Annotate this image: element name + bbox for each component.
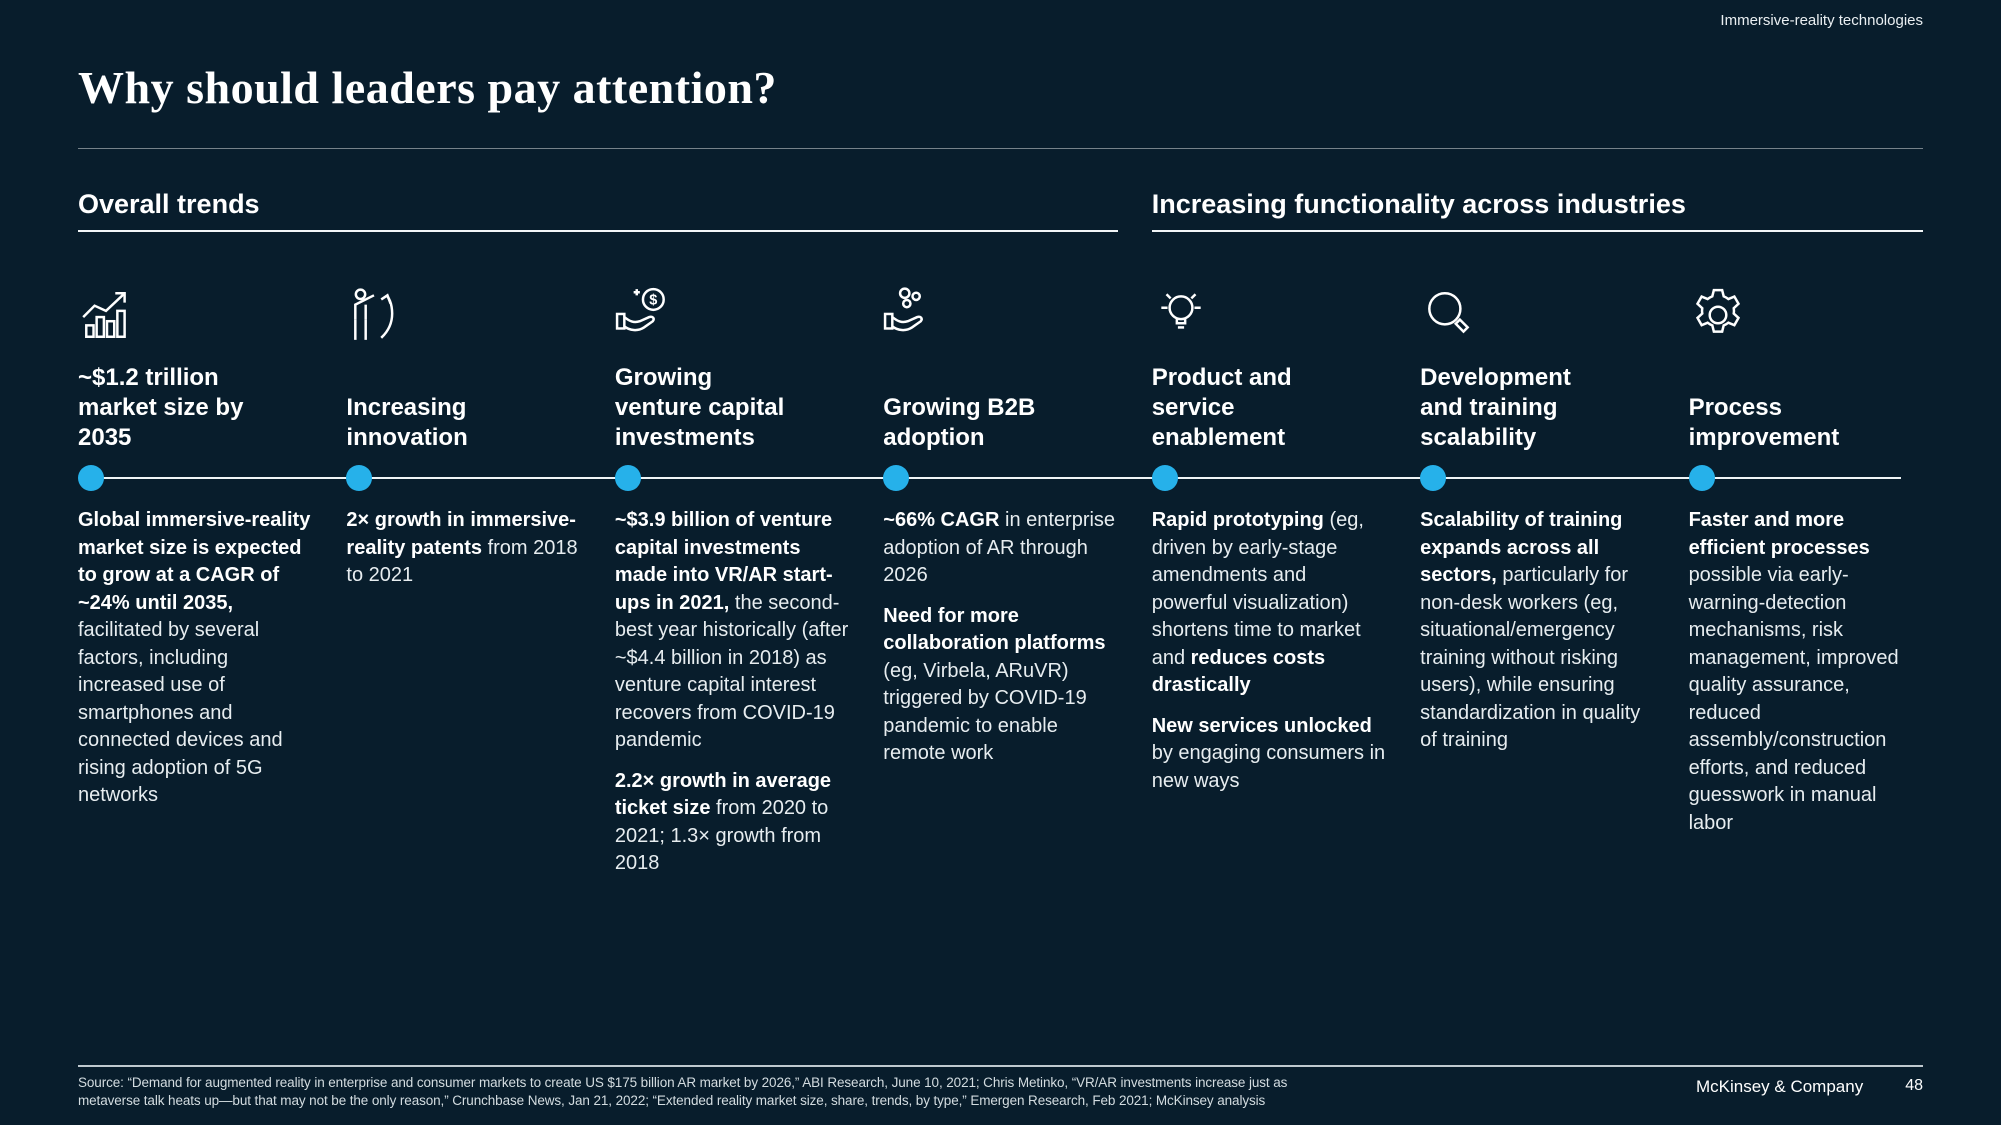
timeline-dot xyxy=(78,465,104,491)
timeline-segment xyxy=(883,465,1153,491)
column-paragraph: New services unlocked by engaging consum… xyxy=(1151,714,1386,792)
brand-wordmark: McKinsey & Company xyxy=(1695,1077,1864,1096)
footer: Source: “Demand for augmented reality in… xyxy=(78,1065,1923,1109)
magnifier-icon xyxy=(1420,286,1654,346)
timeline-segment xyxy=(1151,465,1421,491)
hand-bubbles-icon xyxy=(883,286,1117,346)
source-line: Source: “Demand for augmented reality in… xyxy=(78,1075,1288,1090)
title-divider xyxy=(78,148,1923,149)
column-heading: Product and service enablement xyxy=(1151,364,1292,451)
section-headers: Overall trends Increasing functionality … xyxy=(78,189,1923,232)
column-body: ~$3.9 billion of venture capital investm… xyxy=(615,507,849,878)
column-paragraph: 2× growth in immersive-reality patents f… xyxy=(346,509,578,586)
column-heading: Growing venture capital investments xyxy=(614,364,785,451)
column-paragraph: Scalability of training expands across a… xyxy=(1420,509,1641,751)
timeline-dot xyxy=(614,465,641,491)
column-heading: ~$1.2 trillion market size by 2035 xyxy=(78,364,244,451)
timeline-dot xyxy=(883,465,910,491)
timeline-dot xyxy=(1420,465,1447,491)
column-body: Faster and more efficient processes poss… xyxy=(1689,507,1923,837)
timeline-segment xyxy=(346,465,616,491)
column-b2b-adoption: Growing B2B adoption ~66% CAGR in enterp… xyxy=(883,232,1153,891)
page-number: 48 xyxy=(1905,1077,1923,1094)
column-paragraph: 2.2× growth in average ticket size from … xyxy=(614,769,832,875)
column-heading: Development and training scalability xyxy=(1420,364,1571,451)
column-paragraph: Global immersive-reality market size is … xyxy=(78,509,311,806)
section-functionality: Increasing functionality across industri… xyxy=(1151,189,1923,232)
source-note: Source: “Demand for augmented reality in… xyxy=(78,1074,1287,1109)
column-market-size: ~$1.2 trillion market size by 2035 Globa… xyxy=(78,232,347,891)
column-paragraph: ~66% CAGR in enterprise adoption of AR t… xyxy=(883,509,1116,586)
timeline-segment xyxy=(1420,465,1690,491)
column-body: Global immersive-reality market size is … xyxy=(78,507,312,810)
svg-text:$: $ xyxy=(649,293,657,309)
person-growth-arrow-icon xyxy=(346,286,580,346)
footer-divider xyxy=(78,1065,1923,1067)
column-body: Scalability of training expands across a… xyxy=(1420,507,1654,755)
trend-columns: ~$1.2 trillion market size by 2035 Globa… xyxy=(78,232,1923,891)
column-heading: Growing B2B adoption xyxy=(883,394,1036,451)
column-venture-capital: $ Growing venture capital investments ~$… xyxy=(614,232,884,891)
slide: Immersive-reality technologies Why shoul… xyxy=(78,12,1923,891)
hand-coin-icon: $ xyxy=(615,286,849,346)
timeline-segment xyxy=(78,465,347,491)
column-product-service: Product and service enablement Rapid pro… xyxy=(1151,232,1421,891)
column-body: ~66% CAGR in enterprise adoption of AR t… xyxy=(883,507,1117,768)
timeline-dot xyxy=(346,465,373,491)
growth-chart-icon xyxy=(78,286,312,346)
source-line: metaverse talk heats up—but that may not… xyxy=(78,1092,1266,1108)
corner-label: Immersive-reality technologies xyxy=(1720,12,1923,29)
column-training-scalability: Development and training scalability Sca… xyxy=(1420,232,1690,891)
timeline-segment xyxy=(614,465,884,491)
column-heading: Process improvement xyxy=(1688,394,1840,451)
column-paragraph: Faster and more efficient processes poss… xyxy=(1688,509,1899,834)
column-paragraph: Need for more collaboration platforms (e… xyxy=(883,604,1106,765)
column-body: Rapid prototyping (eg, driven by early-s… xyxy=(1152,507,1386,795)
page-title: Why should leaders pay attention? xyxy=(78,62,777,113)
column-innovation: Increasing innovation 2× growth in immer… xyxy=(346,232,616,891)
column-body: 2× growth in immersive-reality patents f… xyxy=(346,507,580,590)
section-overall-trends: Overall trends xyxy=(78,189,1118,232)
timeline-dot xyxy=(1688,465,1715,491)
timeline-dot xyxy=(1151,465,1178,491)
column-paragraph: Rapid prototyping (eg, driven by early-s… xyxy=(1151,509,1364,696)
column-paragraph: ~$3.9 billion of venture capital investm… xyxy=(614,509,849,751)
column-heading: Increasing innovation xyxy=(346,394,468,451)
column-process-improvement: Process improvement Faster and more effi… xyxy=(1688,232,1923,891)
timeline-segment xyxy=(1688,465,1923,491)
lightbulb-icon xyxy=(1152,286,1386,346)
gear-icon xyxy=(1689,286,1923,346)
